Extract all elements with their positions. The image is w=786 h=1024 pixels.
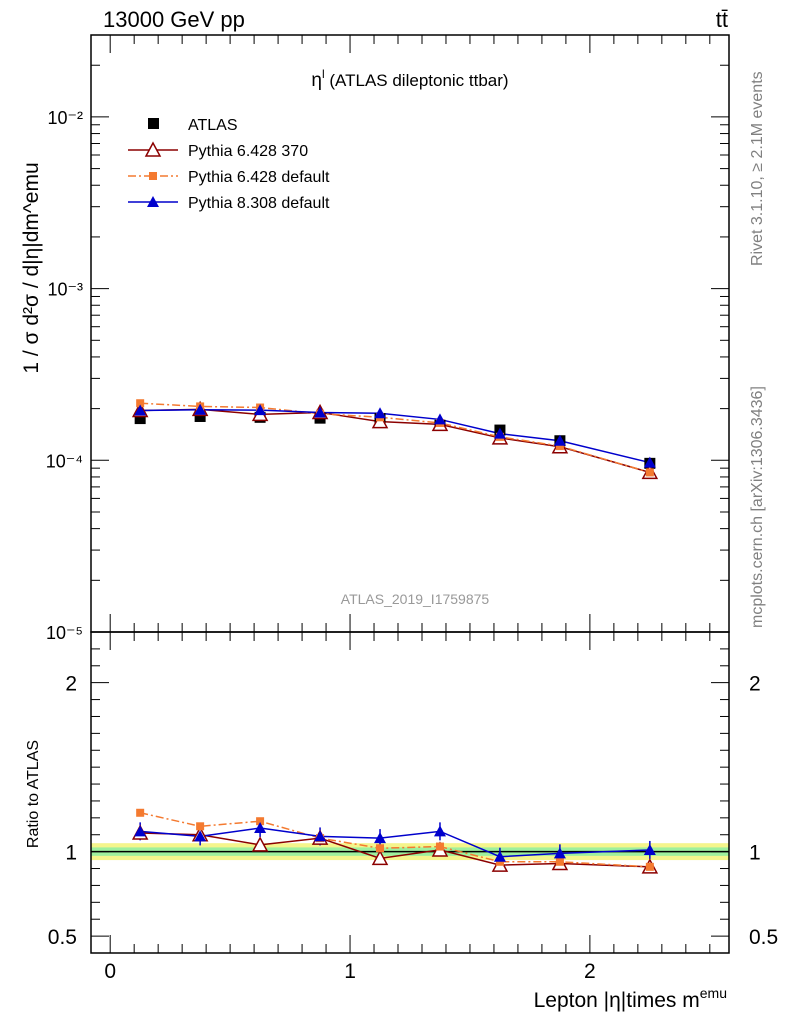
x-axis-label-text: Lepton |η|times m bbox=[534, 989, 700, 1012]
ratio-point-s1 bbox=[495, 857, 504, 866]
ratio-data-layer bbox=[131, 808, 659, 874]
ratio-point-s2 bbox=[134, 825, 147, 837]
main-y-tick-label: 10⁻³ bbox=[47, 280, 83, 300]
main-point-s3 bbox=[134, 404, 147, 416]
mcplots-label: mcplots.cern.ch [arXiv:1306.3436] bbox=[749, 386, 766, 628]
legend: ATLAS Pythia 6.428 370 Pythia 6.428 defa… bbox=[128, 117, 330, 212]
ratio-point-s2 bbox=[314, 830, 327, 842]
main-point-s0 bbox=[194, 410, 206, 422]
x-axis-label: Lepton |η|times memu bbox=[534, 985, 727, 1012]
main-y-axis-label: 1 / σ d²σ / d|η|dm^emu bbox=[20, 162, 43, 373]
ratio-point-s1 bbox=[196, 822, 205, 831]
main-point-s3 bbox=[433, 413, 446, 425]
legend-marker-py6-370 bbox=[144, 141, 162, 157]
ratio-y-tick-label-right: 1 bbox=[749, 842, 761, 865]
ratio-y-tick-label: 2 bbox=[65, 673, 77, 696]
ratio-point-s2 bbox=[194, 830, 207, 842]
title-superscript: l bbox=[322, 67, 325, 81]
ratio-point-s1 bbox=[645, 862, 654, 871]
main-y-tick-label: 10⁻⁵ bbox=[46, 623, 83, 643]
ratio-axis-ticks: 0.5 0.5 1 1 2 2 0 1 2 bbox=[48, 631, 778, 983]
ratio-y-tick-label-right: 0.5 bbox=[749, 926, 778, 949]
main-series-line-1 bbox=[140, 408, 651, 474]
x-axis-label-superscript: emu bbox=[700, 985, 727, 1001]
ratio-plot-frame bbox=[90, 631, 730, 954]
main-point-s3 bbox=[254, 404, 267, 416]
main-data-layer bbox=[131, 399, 659, 480]
legend-label-py8-default: Pythia 8.308 default bbox=[188, 195, 330, 212]
legend-marker-py6-default bbox=[149, 172, 157, 180]
main-point-s2 bbox=[645, 468, 654, 477]
ratio-point-s2 bbox=[374, 832, 387, 844]
main-point-s3 bbox=[493, 427, 506, 439]
ratio-point-s0 bbox=[251, 836, 269, 852]
energy-label: 13000 GeV pp bbox=[103, 7, 245, 32]
main-axis-ticks bbox=[91, 34, 729, 633]
ratio-point-s1 bbox=[136, 808, 145, 817]
legend-marker-py8-default bbox=[147, 196, 159, 207]
x-tick-label: 2 bbox=[584, 960, 596, 983]
main-series-line-3 bbox=[140, 408, 651, 464]
main-point-s3 bbox=[194, 403, 207, 415]
main-y-tick-label: 10⁻² bbox=[47, 108, 83, 128]
ratio-point-s2 bbox=[254, 821, 267, 833]
title-symbol: η bbox=[311, 70, 322, 91]
legend-label-py6-default: Pythia 6.428 default bbox=[188, 169, 330, 186]
legend-label-atlas: ATLAS bbox=[188, 117, 238, 134]
main-point-s3 bbox=[553, 434, 566, 446]
ratio-point-s1 bbox=[435, 842, 444, 851]
ratio-point-s0 bbox=[371, 849, 389, 866]
main-plot-frame bbox=[90, 34, 730, 633]
ratio-point-s2 bbox=[433, 825, 446, 837]
process-label: tt̄ bbox=[716, 7, 728, 32]
analysis-watermark: ATLAS_2019_I1759875 bbox=[341, 591, 490, 607]
main-title: ηl (ATLAS dileptonic ttbar) bbox=[311, 67, 508, 91]
ratio-point-s2 bbox=[643, 843, 656, 855]
main-y-tick-labels: 10⁻⁵ 10⁻⁴ 10⁻³ 10⁻² bbox=[46, 108, 83, 643]
main-series-line-2 bbox=[140, 402, 651, 474]
ratio-point-s1 bbox=[376, 844, 385, 853]
legend-label-py6-370: Pythia 6.428 370 bbox=[188, 143, 308, 160]
x-tick-label: 0 bbox=[104, 960, 116, 983]
ratio-point-s1 bbox=[555, 857, 564, 866]
ratio-point-s1 bbox=[256, 817, 265, 826]
title-text: (ATLAS dileptonic ttbar) bbox=[325, 71, 509, 90]
main-point-s3 bbox=[374, 407, 387, 419]
rivet-label: Rivet 3.1.10, ≥ 2.1M events bbox=[749, 71, 766, 266]
ratio-y-tick-label-right: 2 bbox=[749, 673, 761, 696]
main-point-s2 bbox=[136, 399, 145, 408]
ratio-y-tick-label: 0.5 bbox=[48, 926, 77, 949]
main-point-s2 bbox=[555, 442, 564, 451]
main-point-s0 bbox=[134, 413, 146, 425]
ratio-point-s2 bbox=[553, 847, 566, 859]
ratio-uncertainty-bands bbox=[91, 843, 729, 861]
ratio-point-s2 bbox=[493, 850, 506, 862]
main-point-s3 bbox=[314, 406, 327, 418]
x-tick-label: 1 bbox=[344, 960, 356, 983]
legend-marker-atlas bbox=[148, 118, 159, 129]
ratio-y-tick-label: 1 bbox=[65, 842, 77, 865]
ratio-y-axis-label: Ratio to ATLAS bbox=[25, 740, 42, 848]
main-y-tick-label: 10⁻⁴ bbox=[46, 451, 83, 471]
main-point-s3 bbox=[643, 456, 656, 468]
